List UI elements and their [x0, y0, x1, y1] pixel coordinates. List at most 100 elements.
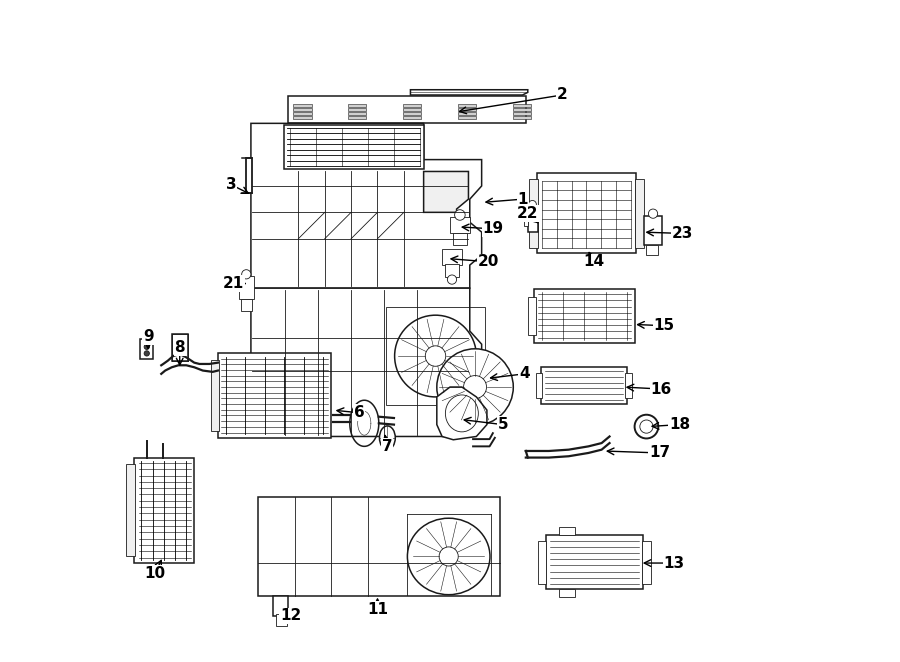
Ellipse shape — [144, 351, 149, 356]
Text: 23: 23 — [671, 226, 693, 241]
Text: 9: 9 — [143, 329, 153, 344]
Bar — [212, 360, 220, 431]
Text: 6: 6 — [354, 405, 364, 420]
Bar — [536, 373, 543, 399]
Bar — [545, 536, 644, 589]
Bar — [458, 108, 476, 111]
Ellipse shape — [648, 209, 658, 218]
Text: 20: 20 — [478, 254, 499, 269]
Bar — [403, 112, 421, 115]
Ellipse shape — [528, 201, 536, 209]
Bar — [403, 108, 421, 111]
Text: 2: 2 — [557, 87, 567, 103]
Bar — [348, 108, 366, 111]
Ellipse shape — [634, 414, 658, 438]
Polygon shape — [251, 288, 482, 436]
Bar — [126, 464, 135, 557]
Bar — [293, 108, 311, 111]
Polygon shape — [424, 171, 469, 213]
Ellipse shape — [446, 395, 478, 432]
Bar — [239, 276, 254, 299]
Text: 3: 3 — [226, 177, 237, 192]
Ellipse shape — [426, 346, 446, 366]
Bar — [537, 541, 546, 584]
Bar — [445, 264, 459, 277]
Ellipse shape — [439, 547, 458, 566]
Bar — [541, 367, 626, 404]
Bar — [284, 124, 424, 169]
Bar — [559, 528, 575, 536]
Bar — [403, 104, 421, 107]
Text: 5: 5 — [498, 417, 508, 432]
Bar — [257, 497, 500, 596]
Text: 10: 10 — [144, 566, 166, 581]
Bar — [293, 112, 311, 115]
Polygon shape — [436, 387, 487, 440]
Bar — [293, 104, 311, 107]
Ellipse shape — [242, 269, 251, 279]
Ellipse shape — [454, 210, 465, 220]
Bar — [527, 297, 536, 335]
Bar — [458, 104, 476, 107]
Bar — [458, 112, 476, 115]
Ellipse shape — [408, 518, 490, 594]
Bar — [458, 116, 476, 118]
Ellipse shape — [436, 349, 513, 425]
Text: 12: 12 — [280, 608, 302, 624]
Bar — [241, 299, 252, 311]
Bar — [643, 541, 651, 584]
Bar — [453, 233, 467, 246]
Text: 1: 1 — [518, 192, 527, 207]
Bar — [513, 108, 531, 111]
Text: 18: 18 — [669, 417, 690, 432]
Ellipse shape — [144, 344, 149, 350]
Bar — [527, 207, 537, 232]
Polygon shape — [410, 90, 527, 95]
Text: 13: 13 — [663, 555, 685, 571]
Bar — [348, 104, 366, 107]
Bar — [513, 112, 531, 115]
Text: 19: 19 — [482, 221, 503, 236]
Bar — [626, 373, 632, 399]
Text: 15: 15 — [653, 318, 675, 333]
Bar — [529, 179, 538, 248]
Bar — [634, 179, 644, 248]
Bar — [403, 116, 421, 118]
Bar — [646, 245, 658, 255]
Bar — [293, 116, 311, 118]
Ellipse shape — [176, 341, 183, 348]
Text: 21: 21 — [223, 276, 245, 291]
Text: 16: 16 — [651, 381, 671, 397]
Ellipse shape — [640, 420, 653, 433]
Bar — [348, 116, 366, 118]
Bar — [535, 289, 634, 343]
Ellipse shape — [394, 315, 476, 397]
Bar — [386, 307, 485, 406]
Bar — [246, 158, 252, 193]
Text: 14: 14 — [583, 254, 604, 269]
Bar — [537, 173, 636, 253]
Ellipse shape — [447, 275, 456, 284]
Text: 7: 7 — [382, 439, 392, 454]
Ellipse shape — [176, 349, 183, 355]
Bar — [172, 334, 187, 361]
Bar — [218, 354, 331, 438]
Bar — [276, 614, 286, 626]
Bar — [133, 457, 194, 563]
Bar — [348, 112, 366, 115]
Polygon shape — [251, 123, 482, 288]
Bar — [289, 95, 526, 123]
Bar — [525, 213, 528, 226]
Bar — [644, 216, 662, 246]
Ellipse shape — [380, 426, 395, 449]
Text: 4: 4 — [519, 366, 530, 381]
Bar — [274, 596, 288, 616]
Text: 22: 22 — [517, 206, 538, 221]
Bar — [140, 339, 153, 359]
Bar — [513, 104, 531, 107]
Bar — [513, 116, 531, 118]
Bar — [450, 217, 470, 234]
Ellipse shape — [464, 375, 487, 399]
Bar — [559, 589, 575, 597]
Text: 17: 17 — [649, 446, 670, 461]
